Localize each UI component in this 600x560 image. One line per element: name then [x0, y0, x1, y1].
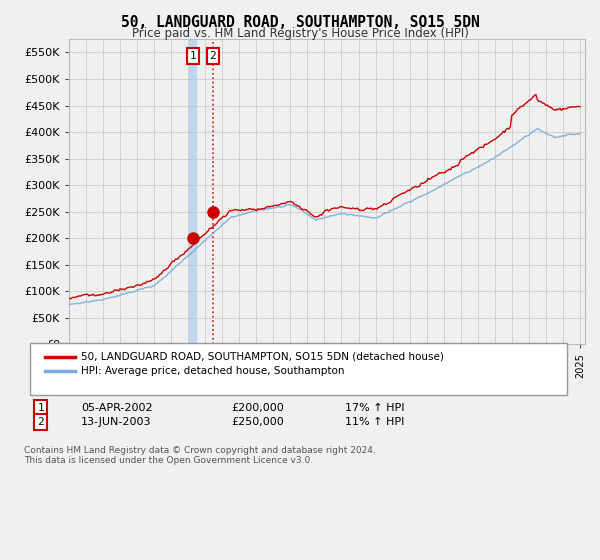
Text: 2: 2 [209, 51, 216, 61]
Text: 17% ↑ HPI: 17% ↑ HPI [345, 403, 404, 413]
Text: Price paid vs. HM Land Registry's House Price Index (HPI): Price paid vs. HM Land Registry's House … [131, 27, 469, 40]
Text: 50, LANDGUARD ROAD, SOUTHAMPTON, SO15 5DN: 50, LANDGUARD ROAD, SOUTHAMPTON, SO15 5D… [121, 15, 479, 30]
Text: 1: 1 [37, 403, 44, 413]
Text: This data is licensed under the Open Government Licence v3.0.: This data is licensed under the Open Gov… [24, 456, 313, 465]
Text: £250,000: £250,000 [231, 417, 284, 427]
Text: 13-JUN-2003: 13-JUN-2003 [81, 417, 151, 427]
Text: 11% ↑ HPI: 11% ↑ HPI [345, 417, 404, 427]
Text: 1: 1 [190, 51, 196, 61]
Text: HPI: Average price, detached house, Southampton: HPI: Average price, detached house, Sout… [81, 366, 344, 376]
Text: £200,000: £200,000 [231, 403, 284, 413]
Text: Contains HM Land Registry data © Crown copyright and database right 2024.: Contains HM Land Registry data © Crown c… [24, 446, 376, 455]
Text: 05-APR-2002: 05-APR-2002 [81, 403, 152, 413]
Text: 2: 2 [37, 417, 44, 427]
Text: 50, LANDGUARD ROAD, SOUTHAMPTON, SO15 5DN (detached house): 50, LANDGUARD ROAD, SOUTHAMPTON, SO15 5D… [81, 352, 444, 362]
